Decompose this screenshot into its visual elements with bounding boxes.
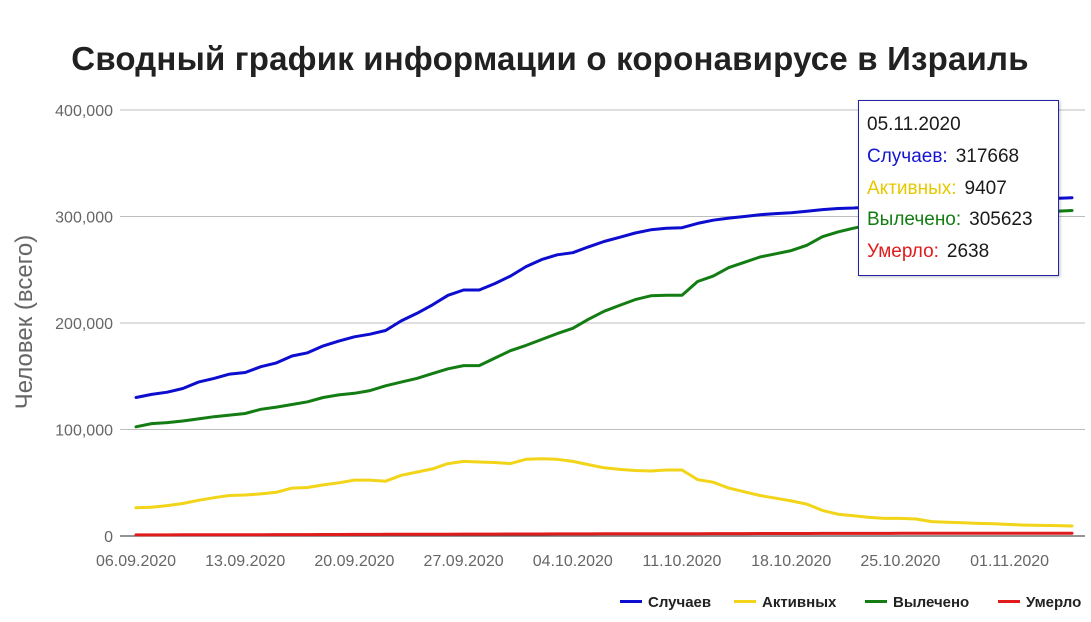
legend-item-cases[interactable]: Случаев	[620, 594, 711, 611]
chart-legend: Случаев Активных Вылечено Умерло	[620, 594, 1091, 616]
legend-label: Активных	[762, 594, 837, 611]
tooltip-date: 05.11.2020	[867, 114, 961, 135]
tooltip-row-deaths: Умерло: 2638	[867, 241, 989, 263]
tooltip-label: Активных:	[867, 178, 957, 199]
legend-label: Умерло	[1026, 594, 1082, 611]
tooltip-label: Умерло:	[867, 241, 939, 262]
tooltip-value: 305623	[969, 209, 1033, 230]
data-tooltip: 05.11.2020 Случаев: 317668 Активных: 9407 …	[858, 100, 1059, 276]
tooltip-value: 9407	[964, 178, 1007, 199]
x-tick-label: 27.09.2020	[424, 553, 504, 570]
y-tick-label: 0	[104, 529, 113, 546]
x-axis-ticks: 06.09.2020 13.09.2020 20.09.2020 27.09.2020…	[96, 553, 1049, 570]
y-tick-label: 200,000	[55, 316, 113, 333]
legend-item-active[interactable]: Активных	[734, 594, 836, 611]
x-tick-label: 11.10.2020	[643, 553, 722, 570]
x-tick-label: 13.09.2020	[205, 553, 285, 570]
x-tick-label: 01.11.2020	[970, 553, 1049, 570]
tooltip-row-active: Активных: 9407	[867, 178, 1007, 200]
tooltip-value: 317668	[955, 146, 1020, 167]
series-deaths-line	[134, 531, 1074, 537]
y-tick-label: 100,000	[55, 423, 113, 440]
chart-title: Сводный график информации о коронавирусе…	[71, 40, 1029, 77]
tooltip-row-recovered: Вылечено: 305623	[867, 209, 1033, 231]
series-active-line	[134, 457, 1074, 528]
legend-item-recovered[interactable]: Вылечено	[865, 594, 969, 611]
legend-item-deaths[interactable]: Умерло	[998, 594, 1081, 611]
legend-swatch	[734, 599, 756, 603]
legend-label: Случаев	[648, 594, 712, 611]
x-tick-label: 06.09.2020	[96, 553, 176, 570]
tooltip-value: 2638	[946, 241, 990, 262]
x-tick-label: 25.10.2020	[860, 553, 940, 570]
tooltip-label: Случаев:	[867, 146, 948, 167]
y-axis-label: Человек (всего)	[11, 235, 38, 410]
x-tick-label: 04.10.2020	[533, 553, 613, 570]
y-tick-label: 300,000	[55, 210, 113, 227]
legend-swatch	[620, 599, 642, 603]
tooltip-row-cases: Случаев: 317668	[867, 146, 1019, 168]
legend-label: Вылечено	[893, 594, 970, 611]
x-tick-label: 18.10.2020	[751, 553, 831, 570]
y-axis-ticks: 0 100,000 200,000 300,000 400,000	[55, 103, 113, 546]
y-tick-label: 400,000	[55, 103, 113, 120]
legend-swatch	[998, 599, 1020, 603]
tooltip-label: Вылечено:	[867, 209, 962, 230]
legend-swatch	[865, 599, 887, 603]
x-tick-label: 20.09.2020	[314, 553, 394, 570]
